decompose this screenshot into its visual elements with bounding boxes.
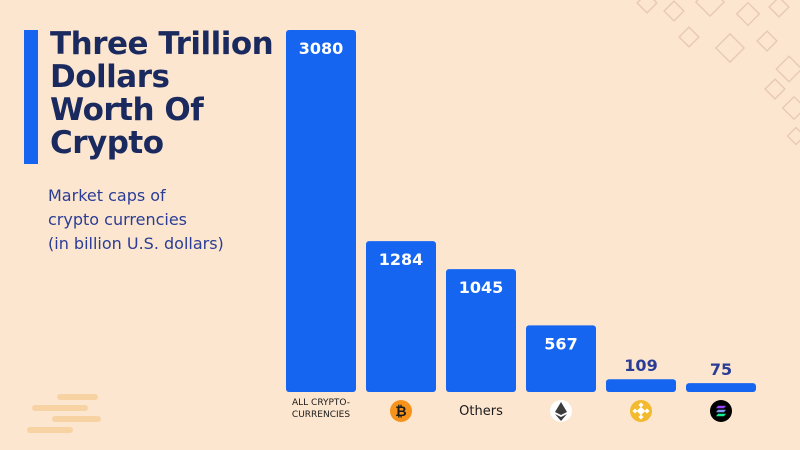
chart-subtitle: Market caps of crypto currencies (in bil… xyxy=(48,184,288,256)
icon-glyph xyxy=(636,406,646,416)
tick-label: ALL CRYPTO-CURRENCIES xyxy=(292,398,350,420)
title-accent-bar xyxy=(24,30,38,164)
bar xyxy=(366,241,436,392)
icon-glyph xyxy=(638,402,644,408)
page-title: Three Trillion Dollars Worth Of Crypto xyxy=(50,26,274,161)
bar xyxy=(446,269,516,392)
tick-label: Others xyxy=(459,404,503,419)
icon-circle xyxy=(390,400,412,422)
bar xyxy=(526,325,596,392)
icon-glyph xyxy=(716,413,726,417)
bitcoin-icon: ₿ xyxy=(390,400,412,422)
bar xyxy=(686,383,756,392)
icon-glyph xyxy=(716,405,726,409)
data-label: 1045 xyxy=(459,278,504,297)
bnb-icon xyxy=(630,400,652,422)
subtitle-line: (in billion U.S. dollars) xyxy=(48,234,224,253)
icon-glyph: ₿ xyxy=(395,404,406,420)
data-label: 109 xyxy=(624,356,657,375)
icon-glyph xyxy=(638,414,644,420)
data-label: 567 xyxy=(544,334,577,353)
data-label: 1284 xyxy=(379,250,424,269)
bar xyxy=(606,379,676,392)
data-label: 3080 xyxy=(299,39,344,58)
bar xyxy=(286,30,356,392)
icon-glyph xyxy=(632,408,638,414)
brush-strokes-icon xyxy=(27,394,101,433)
data-label: 75 xyxy=(710,360,732,379)
icon-glyph xyxy=(555,414,567,421)
icon-glyph xyxy=(716,409,726,413)
solana-icon xyxy=(710,400,732,422)
icon-glyph xyxy=(555,402,567,415)
icon-glyph xyxy=(644,408,650,414)
subtitle-line: crypto currencies xyxy=(48,210,188,229)
subtitle-line: Market caps of xyxy=(48,186,166,205)
ethereum-icon xyxy=(550,400,572,422)
